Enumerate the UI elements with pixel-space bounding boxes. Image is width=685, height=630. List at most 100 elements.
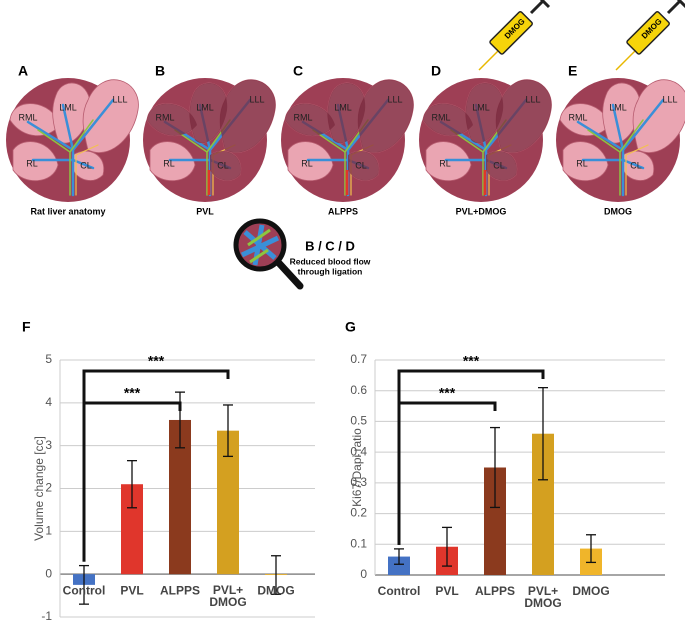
lobe-label: RML [293, 112, 312, 122]
syringe: DMOG [614, 0, 685, 72]
inset-text: through ligation [298, 266, 363, 276]
lobe-label: LLL [112, 94, 127, 104]
error-bar [223, 404, 233, 458]
y-tick-label: 0.3 [350, 475, 367, 489]
lobe-label: LML [472, 102, 490, 112]
syringe: DMOG [477, 0, 551, 72]
y-tick-label: -1 [41, 609, 52, 623]
bar [532, 433, 554, 575]
error-bar [127, 460, 137, 509]
significance-bracket [397, 369, 545, 545]
significance-bracket [397, 401, 497, 545]
lobe-label: LLL [525, 94, 540, 104]
lobe-label: RML [155, 112, 174, 122]
y-tick-label: 4 [45, 395, 52, 409]
panel-letter: G [345, 319, 356, 335]
significance-label: *** [124, 385, 141, 401]
lobe-label: LLL [249, 94, 264, 104]
x-tick-label: PVL [120, 583, 143, 597]
lobe-label: LML [196, 102, 214, 112]
significance-label: *** [148, 353, 165, 369]
y-tick-label: 0.5 [350, 414, 367, 428]
error-bar [271, 555, 281, 595]
x-tick-label: PVL+ DMOG [209, 583, 246, 609]
lobe-label: RL [301, 158, 313, 168]
x-tick-label: PVL+ DMOG [524, 584, 561, 610]
lobe-label: LLL [662, 94, 677, 104]
error-bar [175, 391, 185, 449]
bar [388, 556, 410, 575]
liver-panel: RML LML LLL RL CL [417, 76, 553, 204]
lobe-label: RL [26, 158, 38, 168]
panel-caption: PVL [196, 206, 214, 216]
panel-caption: DMOG [604, 206, 632, 216]
x-tick-line: PVL+ [528, 584, 558, 598]
y-tick-label: 1 [45, 524, 52, 538]
error-bar [490, 426, 500, 509]
y-tick-label: 0 [45, 566, 52, 580]
panel-letter: A [18, 63, 28, 79]
bar [217, 430, 239, 575]
significance-bracket [82, 369, 230, 562]
panel-caption: PVL+DMOG [456, 206, 507, 216]
lobe-label: RML [568, 112, 587, 122]
liver-panel: RML LML LLL RL CL [4, 76, 140, 204]
magnifier [233, 218, 304, 290]
lobe-label: RL [576, 158, 588, 168]
y-tick-label: 0.4 [350, 444, 367, 458]
inset-text: Reduced blood flow [290, 256, 371, 266]
significance-label: *** [463, 353, 480, 369]
panel-letter: E [568, 63, 577, 79]
lobe-label: RL [439, 158, 451, 168]
lobe-label: CL [217, 160, 229, 170]
error-bar [538, 386, 548, 481]
liver-panel: RML LML LLL RL CL [141, 76, 277, 204]
y-tick-label: 0.6 [350, 383, 367, 397]
lobe-label: RML [431, 112, 450, 122]
inset-title: B / C / D [305, 238, 355, 253]
magnifier-handle [274, 258, 304, 290]
bar [169, 419, 191, 575]
lobe-label: LML [59, 102, 77, 112]
y-tick-label: 0 [360, 567, 367, 581]
x-tick-label: DMOG [572, 584, 609, 598]
y-tick-label: 3 [45, 438, 52, 452]
lobe-label: RL [163, 158, 175, 168]
lobe-label: CL [630, 160, 642, 170]
x-tick-label: Control [378, 584, 421, 598]
bar [484, 467, 506, 575]
x-tick-label: ALPPS [160, 583, 200, 597]
y-tick-label: 0.1 [350, 536, 367, 550]
lobe-label: LML [334, 102, 352, 112]
error-bar [394, 548, 404, 565]
y-tick-label: 0.2 [350, 506, 367, 520]
error-bar [79, 564, 89, 605]
x-tick-label: DMOG [257, 583, 294, 597]
panel-caption: Rat liver anatomy [30, 206, 105, 216]
x-tick-line: PVL+ [213, 583, 243, 597]
lobe-label: CL [80, 160, 92, 170]
y-axis-label: Volume change [cc] [32, 436, 46, 541]
panel-letter: B [155, 63, 165, 79]
x-tick-label: ALPPS [475, 584, 515, 598]
panel-caption: ALPPS [328, 206, 358, 216]
significance-label: *** [439, 385, 456, 401]
lobe-label: CL [493, 160, 505, 170]
y-axis-label: Ki67/Dapi ratio [350, 428, 364, 507]
lobe-label: RML [18, 112, 37, 122]
error-bar [442, 526, 452, 567]
x-tick-label: PVL [435, 584, 458, 598]
bar [121, 484, 143, 575]
panel-letter: C [293, 63, 303, 79]
magnifier-vessels2 [247, 228, 271, 264]
x-tick-label: Control [63, 583, 106, 597]
liver-panel: RML LML LLL RL CL [554, 76, 685, 204]
panel-letter: D [431, 63, 441, 79]
panel-letter: F [22, 319, 31, 335]
x-tick-line: DMOG [209, 595, 246, 609]
liver-panel: RML LML LLL RL CL [279, 76, 415, 204]
x-tick-line: DMOG [524, 596, 561, 610]
lobe-label: LML [609, 102, 627, 112]
